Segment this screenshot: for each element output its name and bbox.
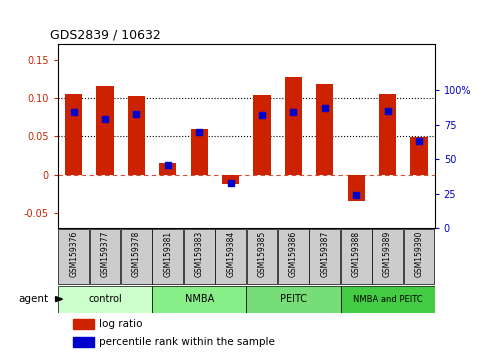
FancyBboxPatch shape <box>153 229 183 284</box>
Text: percentile rank within the sample: percentile rank within the sample <box>99 337 275 347</box>
FancyBboxPatch shape <box>341 286 435 313</box>
FancyBboxPatch shape <box>58 286 152 313</box>
Bar <box>411 137 427 175</box>
FancyBboxPatch shape <box>58 229 89 284</box>
Bar <box>73 319 94 329</box>
Text: PEITC: PEITC <box>280 294 307 304</box>
Bar <box>316 84 333 175</box>
Text: GSM159385: GSM159385 <box>257 230 267 277</box>
FancyBboxPatch shape <box>372 229 403 284</box>
Text: agent: agent <box>18 294 48 304</box>
Text: GSM159388: GSM159388 <box>352 230 361 277</box>
FancyBboxPatch shape <box>121 229 152 284</box>
FancyBboxPatch shape <box>152 286 246 313</box>
Text: GSM159390: GSM159390 <box>414 230 424 277</box>
Text: NMBA: NMBA <box>185 294 214 304</box>
FancyBboxPatch shape <box>215 229 246 284</box>
FancyBboxPatch shape <box>246 286 341 313</box>
Bar <box>348 175 365 201</box>
Bar <box>159 163 176 175</box>
FancyBboxPatch shape <box>404 229 434 284</box>
Bar <box>191 130 208 175</box>
Bar <box>222 175 239 184</box>
Text: GSM159377: GSM159377 <box>100 230 110 277</box>
Text: GSM159376: GSM159376 <box>69 230 78 277</box>
Text: GSM159384: GSM159384 <box>226 230 235 277</box>
Bar <box>128 96 145 175</box>
Text: control: control <box>88 294 122 304</box>
FancyBboxPatch shape <box>278 229 309 284</box>
Bar <box>379 94 396 175</box>
Text: GSM159383: GSM159383 <box>195 230 204 277</box>
FancyBboxPatch shape <box>184 229 214 284</box>
Bar <box>285 77 302 175</box>
Text: GSM159387: GSM159387 <box>320 230 329 277</box>
Text: GSM159389: GSM159389 <box>383 230 392 277</box>
Text: log ratio: log ratio <box>99 319 143 329</box>
Bar <box>254 95 270 175</box>
Text: GSM159378: GSM159378 <box>132 230 141 277</box>
Text: NMBA and PEITC: NMBA and PEITC <box>353 295 423 304</box>
FancyBboxPatch shape <box>90 229 120 284</box>
Text: GSM159381: GSM159381 <box>163 230 172 277</box>
Bar <box>97 86 114 175</box>
Bar <box>73 337 94 347</box>
Text: GSM159386: GSM159386 <box>289 230 298 277</box>
FancyBboxPatch shape <box>247 229 277 284</box>
FancyBboxPatch shape <box>310 229 340 284</box>
FancyBboxPatch shape <box>341 229 371 284</box>
Bar <box>65 94 82 175</box>
Text: GDS2839 / 10632: GDS2839 / 10632 <box>50 29 161 42</box>
